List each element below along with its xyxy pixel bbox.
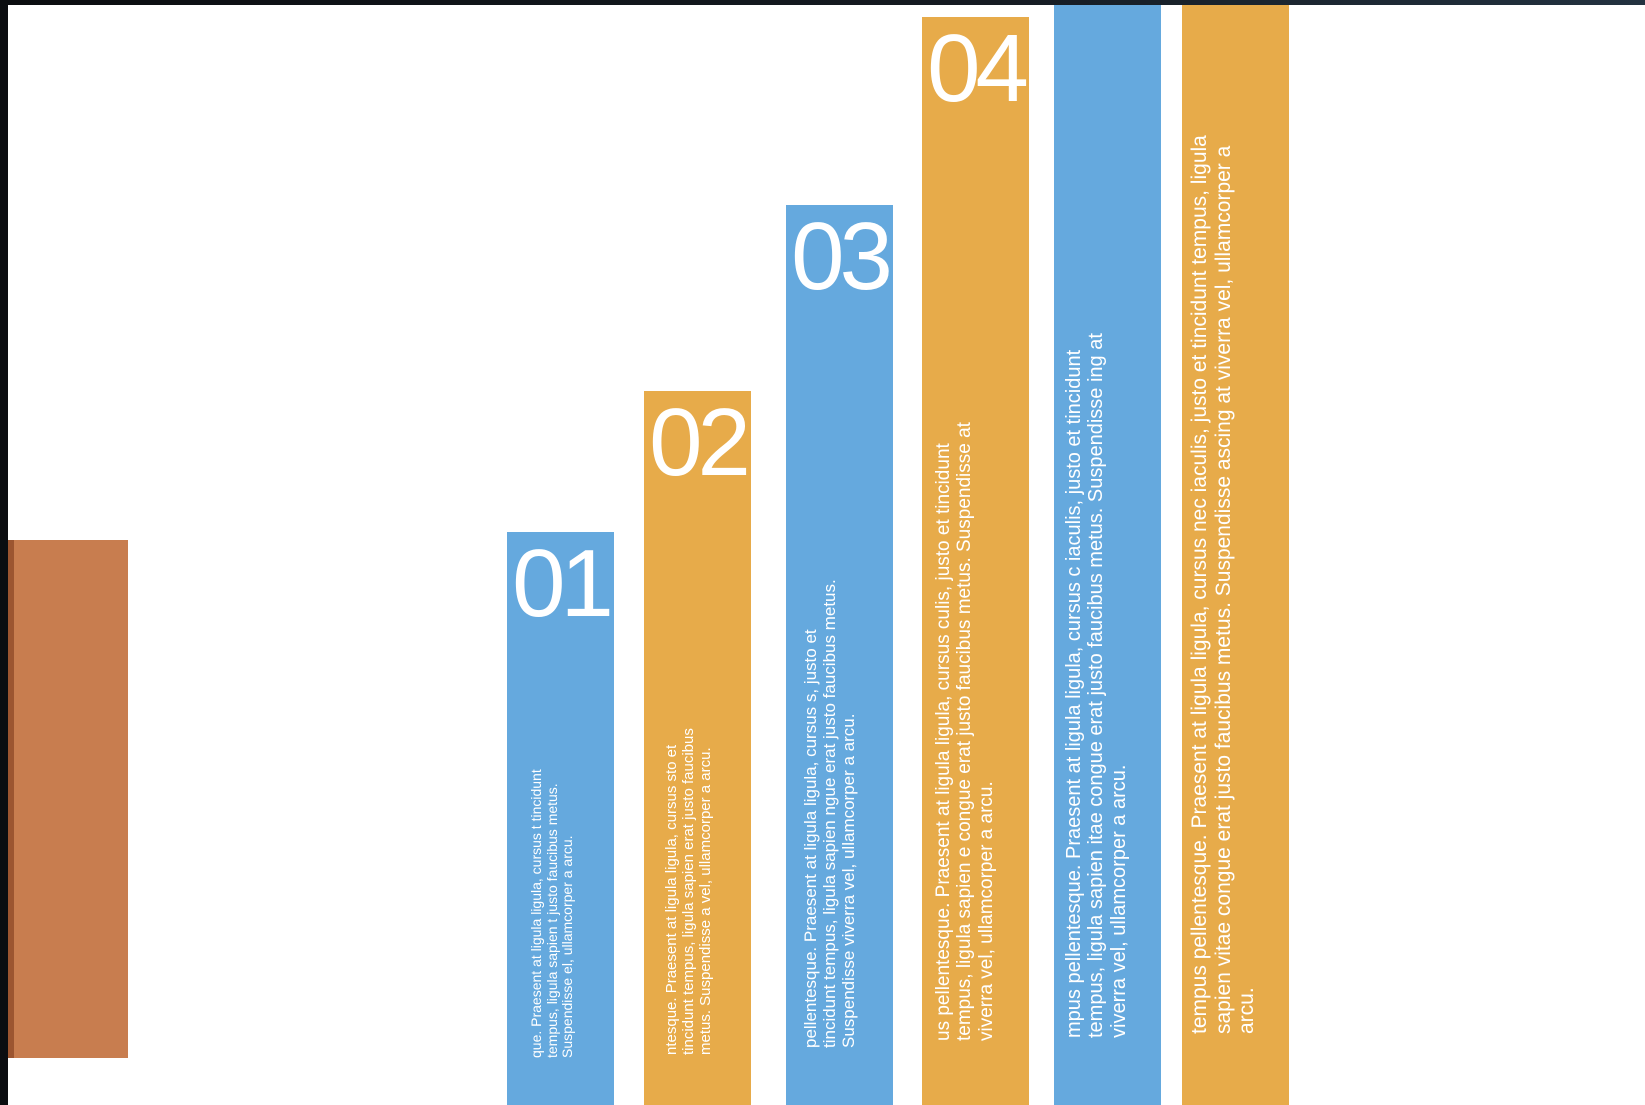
bar-description: tempus pellentesque. Praesent at ligula … bbox=[1188, 135, 1259, 1035]
bar-01: 01 que. Praesent at ligula ligula, cursu… bbox=[507, 532, 614, 1105]
bar-05: mpus pellentesque. Praesent at ligula li… bbox=[1054, 5, 1161, 1105]
bar-description: pellentesque. Praesent at ligula ligula,… bbox=[801, 579, 859, 1048]
bar-04: 04 us pellentesque. Praesent at ligula l… bbox=[922, 17, 1029, 1105]
bar-description: que. Praesent at ligula ligula, cursus t… bbox=[528, 769, 576, 1058]
bar-description: us pellentesque. Praesent at ligula ligu… bbox=[932, 422, 997, 1042]
bar-02: 02 ntesque. Praesent at ligula ligula, c… bbox=[644, 391, 751, 1105]
infographic-slide: 01 que. Praesent at ligula ligula, cursu… bbox=[8, 5, 1645, 1105]
bar-number: 01 bbox=[512, 532, 614, 637]
bar-03: 03 pellentesque. Praesent at ligula ligu… bbox=[786, 205, 893, 1105]
bar-description: ntesque. Praesent at ligula ligula, curs… bbox=[662, 727, 714, 1055]
bar-number: 02 bbox=[649, 391, 751, 496]
bar-number: 03 bbox=[791, 205, 893, 310]
bar-number: 04 bbox=[927, 17, 1029, 122]
bar-06: tempus pellentesque. Praesent at ligula … bbox=[1182, 5, 1289, 1105]
bar-description: mpus pellentesque. Praesent at ligula li… bbox=[1062, 332, 1130, 1038]
accent-block bbox=[8, 540, 128, 1058]
